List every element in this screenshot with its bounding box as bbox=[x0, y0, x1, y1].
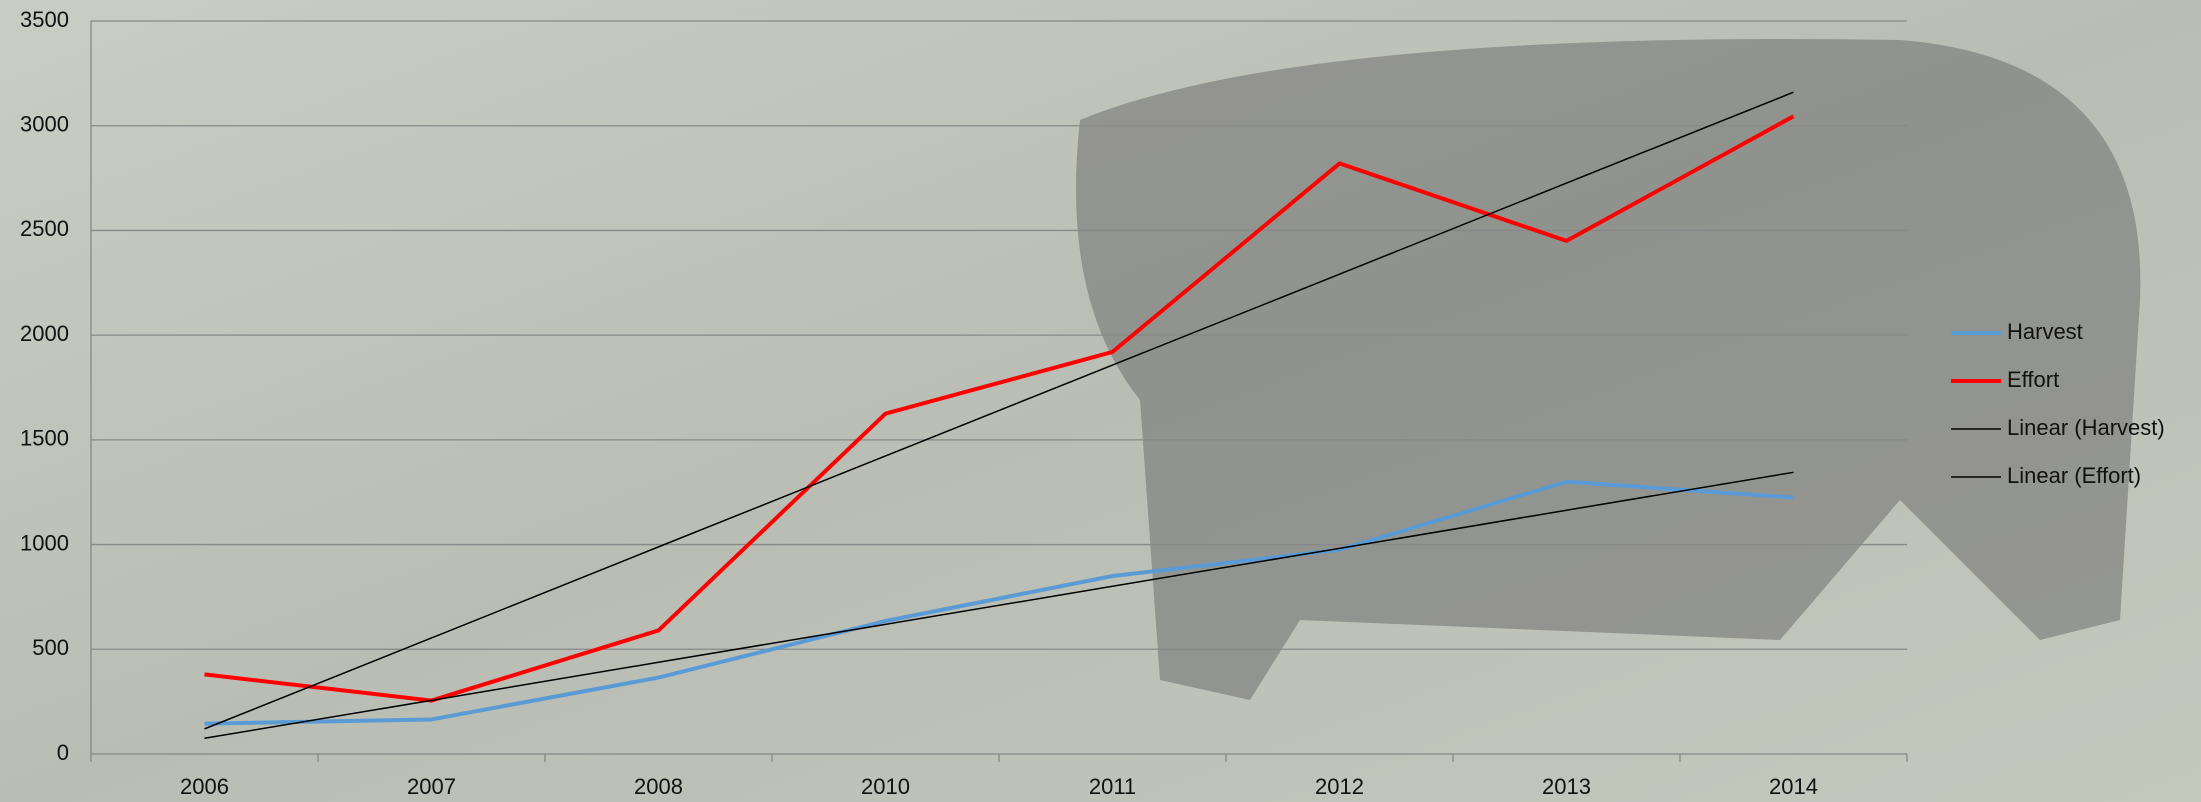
x-tick-label: 2006 bbox=[180, 774, 229, 799]
legend-label: Harvest bbox=[2007, 319, 2083, 344]
legend-label: Linear (Effort) bbox=[2007, 463, 2141, 488]
x-tick-label: 2012 bbox=[1315, 774, 1364, 799]
x-tick-label: 2007 bbox=[407, 774, 456, 799]
legend-label: Effort bbox=[2007, 367, 2059, 392]
x-tick-label: 2014 bbox=[1769, 774, 1818, 799]
x-tick-label: 2011 bbox=[1089, 774, 1136, 799]
y-tick-label: 1500 bbox=[20, 426, 69, 451]
legend-label: Linear (Harvest) bbox=[2007, 415, 2165, 440]
y-tick-label: 500 bbox=[32, 635, 69, 660]
chart: 0 500 1000 1500 2000 2500 3000 3500 2006 2007 2008… bbox=[0, 0, 2201, 802]
y-tick-label: 3500 bbox=[20, 7, 69, 32]
y-tick-label: 1000 bbox=[20, 530, 69, 555]
x-tick-label: 2013 bbox=[1542, 774, 1591, 799]
y-tick-label: 3000 bbox=[20, 112, 69, 137]
page: 0 500 1000 1500 2000 2500 3000 3500 2006 2007 2008… bbox=[0, 0, 2201, 802]
y-tick-label: 0 bbox=[57, 740, 69, 765]
y-tick-label: 2500 bbox=[20, 216, 69, 241]
x-tick-label: 2010 bbox=[861, 774, 910, 799]
x-tick-label: 2008 bbox=[634, 774, 683, 799]
y-tick-label: 2000 bbox=[20, 321, 69, 346]
